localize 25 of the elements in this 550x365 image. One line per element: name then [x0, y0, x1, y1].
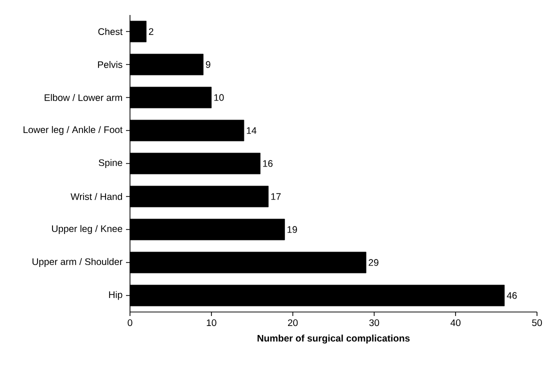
data-label: 2 — [148, 28, 154, 35]
y-tick-label: Elbow / Lower arm — [44, 94, 122, 101]
x-tick-label: 30 — [369, 319, 380, 326]
data-label: 19 — [288, 226, 297, 233]
x-axis-title: Number of surgical complications — [258, 334, 410, 344]
y-tick-label: Spine — [98, 159, 122, 168]
data-label: 17 — [271, 193, 281, 200]
x-tick-label: 50 — [532, 319, 542, 326]
y-tick-label: Pelvis — [98, 61, 122, 68]
y-tick-label: Upper arm / Shoulder — [32, 258, 122, 267]
y-tick-label: Wrist / Hand — [70, 193, 122, 200]
x-tick-label: 0 — [128, 319, 132, 326]
data-label: 14 — [246, 127, 256, 134]
y-tick-label: Chest — [98, 28, 123, 36]
x-tick-label: 10 — [206, 319, 216, 326]
y-tick-label: Upper leg / Knee — [52, 225, 122, 234]
x-tick-label: 40 — [450, 319, 461, 326]
data-label: 10 — [214, 94, 224, 101]
x-tick-label: 20 — [288, 319, 298, 326]
y-tick-label: Lower leg / Ankle / Foot — [24, 126, 123, 135]
data-label: 9 — [206, 61, 210, 68]
data-label: 16 — [263, 160, 273, 167]
y-tick-label: Hip — [109, 291, 122, 300]
data-label: 29 — [368, 259, 378, 266]
data-label: 46 — [506, 292, 517, 299]
